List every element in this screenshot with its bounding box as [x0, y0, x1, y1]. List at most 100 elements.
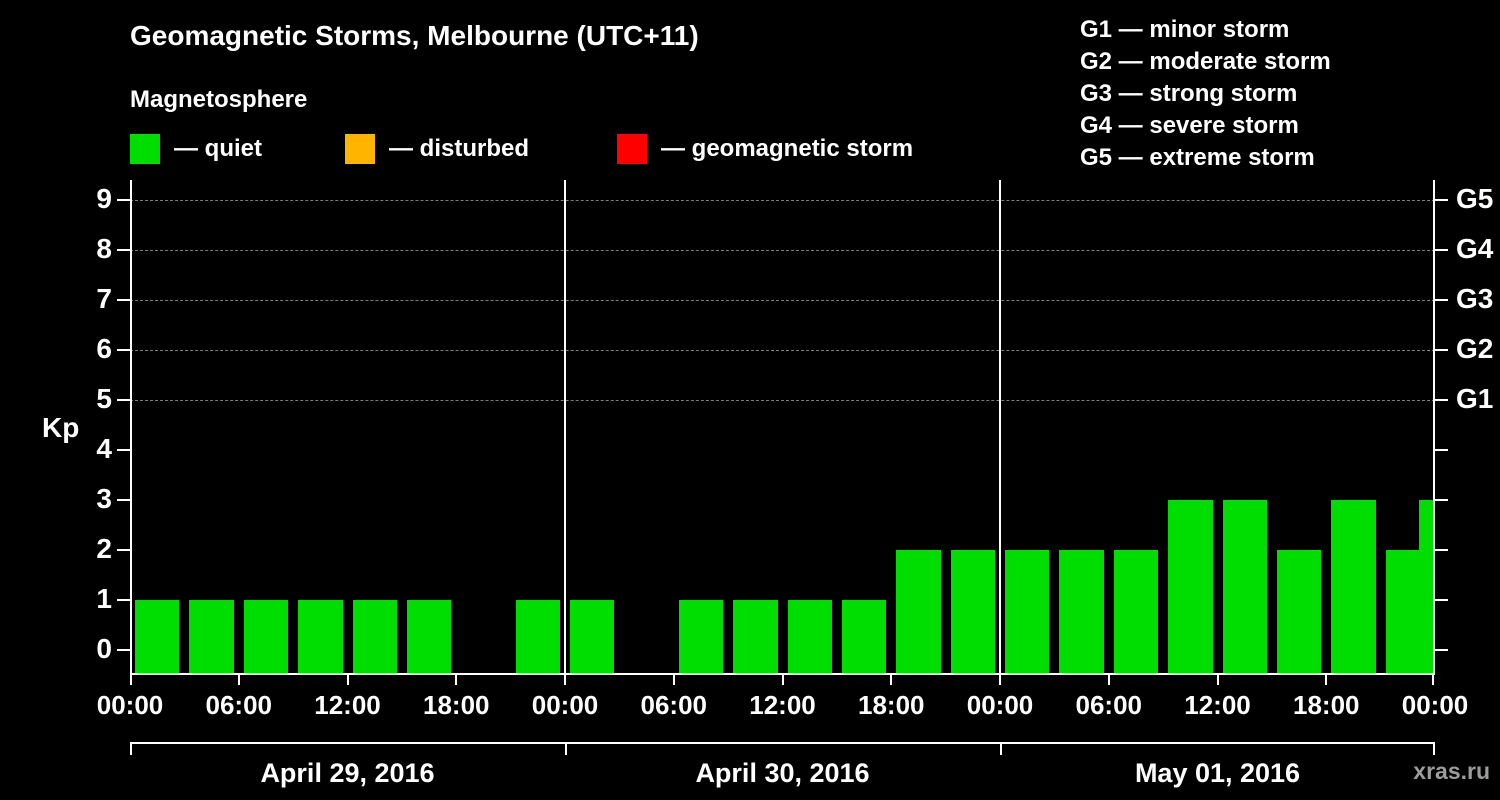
right-tick: [1435, 199, 1448, 201]
plot-area: [130, 180, 1435, 675]
kp-bar: [787, 600, 832, 675]
g-legend-item-g3: G3 — strong storm: [1080, 80, 1298, 107]
x-tick: [890, 675, 893, 685]
date-label-day1: April 29, 2016: [260, 758, 435, 788]
g-scale-legend: G1 — minor storm G2 — moderate storm G3 …: [1080, 14, 1331, 174]
kp-bar: [1419, 500, 1435, 675]
right-tick: [1435, 399, 1448, 401]
right-tick: [1435, 599, 1448, 601]
kp-bar: [570, 600, 615, 675]
y-tick: [117, 449, 130, 451]
y-tick: [117, 499, 130, 501]
kp-bar: [1168, 500, 1213, 675]
kp-bar: [733, 600, 778, 675]
chart-title: Geomagnetic Storms, Melbourne (UTC+11): [130, 20, 699, 51]
gridline-kp5: [130, 400, 1435, 401]
kp-bar: [1113, 550, 1159, 675]
x-tick-label: 00:00: [96, 690, 164, 720]
gridline-kp6: [130, 350, 1435, 351]
kp-bar: [189, 600, 234, 675]
y-tick-label: 4: [96, 433, 112, 464]
x-tick: [1107, 675, 1110, 685]
legend-item-storm: — geomagnetic storm: [617, 133, 913, 165]
x-tick-label: 18:00: [858, 690, 925, 720]
g-legend-item-g5: G5 — extreme storm: [1080, 144, 1315, 171]
date-tick: [130, 742, 132, 755]
y-tick-label: 8: [96, 233, 112, 264]
disturbed-color-swatch: [345, 134, 375, 164]
disturbed-legend-label: — disturbed: [389, 135, 530, 162]
x-tick: [672, 675, 675, 685]
y-tick-label: 6: [96, 333, 112, 364]
x-tick-label: 00:00: [531, 690, 599, 720]
right-tick: [1435, 499, 1448, 501]
x-tick-label: 18:00: [1293, 690, 1360, 720]
x-tick: [1432, 675, 1434, 685]
x-tick-label: 06:00: [205, 690, 273, 720]
kp-bar: [1059, 550, 1104, 675]
kp-bar: [515, 600, 560, 675]
right-tick: [1435, 249, 1448, 251]
right-tick: [1435, 549, 1448, 551]
right-axis-line: [1433, 180, 1435, 675]
date-tick: [565, 742, 567, 755]
x-tick: [564, 675, 566, 685]
y-tick-label: 1: [96, 583, 112, 614]
kp-bar: [1331, 500, 1376, 675]
x-tick: [999, 675, 1001, 685]
gridline-kp8: [130, 250, 1435, 251]
date-label-day3: May 01, 2016: [1134, 758, 1301, 788]
y-tick-label: 2: [96, 533, 112, 564]
g-legend-item-g1: G1 — minor storm: [1080, 16, 1290, 43]
quiet-color-swatch: [130, 134, 160, 164]
y-tick-label: 3: [96, 483, 112, 514]
day-separator: [999, 180, 1001, 675]
date-label-day2: April 30, 2016: [695, 758, 870, 788]
date-tick: [1000, 742, 1002, 755]
watermark: xras.ru: [1413, 758, 1490, 784]
y-tick: [117, 249, 130, 251]
y-tick: [117, 599, 130, 601]
kp-bar: [243, 600, 289, 675]
y-tick: [117, 199, 130, 201]
y-axis-line: [130, 180, 132, 675]
storm-legend-label: — geomagnetic storm: [661, 135, 914, 162]
x-tick-label: 06:00: [640, 690, 708, 720]
g-scale-label-g5: G5: [1456, 183, 1494, 214]
x-tick-label: 00:00: [966, 690, 1034, 720]
y-axis-label: Kp: [42, 412, 80, 443]
kp-bar-chart: 0 1 2 3 4 5 6 7 8 9 G1 G2 G3 G4 G5 00:00 06:00 12:00 18:00…: [96, 180, 1493, 720]
x-tick-label: 06:00: [1075, 690, 1143, 720]
x-tick: [1216, 675, 1219, 685]
y-tick-label: 7: [96, 283, 112, 314]
kp-bar: [1005, 550, 1050, 675]
kp-bar: [135, 600, 180, 675]
kp-bar: [841, 600, 887, 675]
legend-item-quiet: — quiet: [130, 133, 262, 165]
kp-bar: [298, 600, 343, 675]
x-tick: [237, 675, 240, 685]
day-separator: [564, 180, 566, 675]
x-tick: [130, 675, 132, 685]
y-tick-label: 0: [96, 633, 112, 664]
kp-bar: [1276, 550, 1322, 675]
x-axis-line: [130, 673, 1435, 675]
date-axis: April 29, 2016 April 30, 2016 May 01, 20…: [130, 742, 1435, 792]
gridline-kp7: [130, 300, 1435, 301]
date-axis-line: [130, 742, 1435, 744]
date-tick: [1433, 742, 1435, 755]
y-tick: [117, 399, 130, 401]
axes-layer: 0 1 2 3 4 5 6 7 8 9 G1 G2 G3 G4 G5 00:00 06:00 12:00 18:00…: [96, 180, 1493, 720]
kp-bar: [678, 600, 724, 675]
x-tick-label: 12:00: [1184, 690, 1251, 720]
x-tick-label: 12:00: [314, 690, 381, 720]
y-tick: [117, 349, 130, 351]
x-tick: [346, 675, 349, 685]
g-legend-item-g2: G2 — moderate storm: [1080, 48, 1331, 75]
g-scale-label-g1: G1: [1456, 383, 1494, 414]
kp-bar: [1222, 500, 1267, 675]
storm-color-swatch: [617, 134, 647, 164]
g-scale-label-g4: G4: [1456, 233, 1494, 264]
y-tick: [117, 549, 130, 551]
g-scale-label-g3: G3: [1456, 283, 1494, 314]
